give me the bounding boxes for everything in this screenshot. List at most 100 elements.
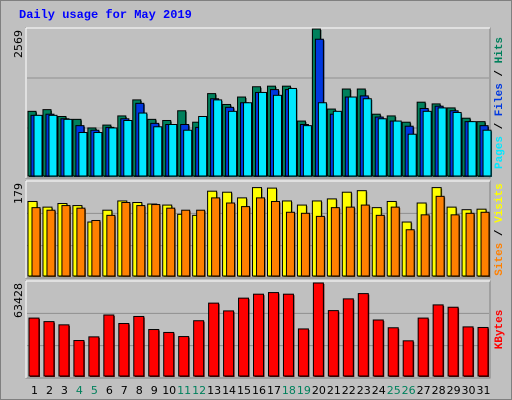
- sites-bar-body: [450, 214, 460, 277]
- sites-bar: [405, 229, 416, 277]
- sites-bar-body: [315, 215, 325, 277]
- pages-bar: [183, 129, 193, 177]
- kbytes-bar: [43, 321, 55, 377]
- x-tick-label: 13: [207, 384, 221, 397]
- sites-bar: [226, 202, 236, 277]
- sites-bar: [315, 215, 326, 277]
- sites-bar-body: [360, 204, 370, 277]
- x-tick-label: 12: [192, 384, 206, 397]
- kbytes-bar-body: [133, 315, 145, 377]
- sites-bar-body: [270, 200, 280, 277]
- pages-bar: [93, 132, 103, 177]
- x-tick-label: 10: [162, 384, 176, 397]
- sites-bar-body: [211, 197, 221, 277]
- x-tick-label: 5: [91, 384, 98, 397]
- kbytes-bar: [73, 340, 85, 377]
- kbytes-bar: [148, 329, 160, 377]
- x-tick-label: 19: [297, 384, 311, 397]
- pages-bar: [377, 118, 388, 177]
- sites-bar: [76, 207, 86, 277]
- kbytes-bar-body: [43, 321, 55, 377]
- legend-sep: /: [494, 63, 506, 83]
- kbytes-bar: [372, 319, 385, 377]
- pages-bar: [467, 121, 478, 177]
- pages-bar: [198, 115, 208, 177]
- pages-bar: [287, 87, 298, 177]
- kbytes-bar: [267, 292, 280, 377]
- sites-bar-body: [106, 214, 116, 277]
- pages-bar: [63, 118, 73, 177]
- x-tick-label: 24: [372, 384, 386, 397]
- pages-bar-body: [168, 124, 178, 177]
- x-tick-label: 4: [76, 384, 83, 397]
- x-tick-label: 18: [282, 384, 296, 397]
- pages-bar-body: [302, 125, 312, 177]
- pages-bar-body: [422, 110, 432, 177]
- pages-bar-body: [287, 87, 297, 177]
- sites-bar: [136, 205, 146, 277]
- pages-bar-body: [272, 94, 282, 177]
- pages-bar-body: [78, 132, 88, 177]
- kbytes-bar: [477, 326, 490, 377]
- pages-bar-body: [407, 133, 417, 177]
- legend-sep: /: [494, 116, 506, 136]
- x-tick-label: 26: [402, 384, 416, 397]
- kbytes-bar-body: [208, 302, 220, 377]
- sites-bar-body: [330, 207, 340, 277]
- kbytes-bar-body: [148, 329, 160, 377]
- x-tick-label: 3: [61, 384, 68, 397]
- pages-bar: [437, 107, 448, 177]
- kbytes-bar: [208, 302, 220, 377]
- kbytes-bar-body: [28, 317, 40, 377]
- sites-bar-body: [61, 205, 71, 277]
- pages-bar-body: [138, 112, 148, 177]
- sites-bar-body: [345, 206, 355, 277]
- pages-bar-body: [482, 129, 492, 177]
- kbytes-bar: [253, 293, 265, 377]
- kbytes-bar-body: [253, 293, 265, 377]
- pages-bar-body: [467, 121, 477, 177]
- kbytes-bar-body: [417, 317, 429, 377]
- pages-bar: [407, 133, 418, 177]
- x-tick-label: 14: [222, 384, 236, 397]
- sites-bar-body: [91, 219, 101, 277]
- kbytes-bar-body: [312, 282, 324, 377]
- sites-bar-body: [241, 206, 251, 277]
- sites-bar: [241, 206, 251, 277]
- x-tick-label: 20: [312, 384, 326, 397]
- pages-bar: [332, 110, 343, 177]
- sites-bar: [465, 212, 476, 277]
- x-tick-label: 27: [417, 384, 431, 397]
- kbytes-bar: [342, 298, 355, 377]
- kbytes-bar: [193, 320, 205, 377]
- top-legend-label: Pages / Files / Hits: [494, 37, 506, 169]
- kbytes-bar: [163, 331, 175, 377]
- kbytes-bar: [103, 314, 115, 377]
- x-tick-label: 11: [177, 384, 191, 397]
- top-max-label: 2569: [12, 30, 25, 58]
- kbytes-bar-body: [73, 340, 85, 377]
- sites-bar-body: [285, 211, 295, 277]
- x-tick-label: 2: [46, 384, 53, 397]
- x-tick-label: 29: [447, 384, 461, 397]
- kbytes-bar: [238, 297, 250, 377]
- kbytes-bar-body: [238, 297, 250, 377]
- pages-bar-body: [258, 91, 268, 177]
- legend-sep: /: [494, 223, 506, 243]
- x-tick-label: 28: [432, 384, 446, 397]
- x-tick-label: 9: [151, 384, 158, 397]
- sites-bar: [151, 204, 161, 277]
- pages-bar-body: [63, 118, 73, 177]
- sites-bar: [345, 206, 356, 277]
- kbytes-bar-body: [297, 328, 309, 377]
- legend-sites: Sites: [494, 243, 506, 276]
- sites-bar-body: [256, 197, 266, 277]
- x-tick-label: 7: [121, 384, 128, 397]
- kbytes-bar: [327, 310, 340, 377]
- sites-bar-body: [136, 205, 146, 277]
- kbytes-bar: [223, 310, 235, 377]
- sites-bar: [106, 214, 116, 277]
- kbytes-bar-body: [163, 331, 175, 377]
